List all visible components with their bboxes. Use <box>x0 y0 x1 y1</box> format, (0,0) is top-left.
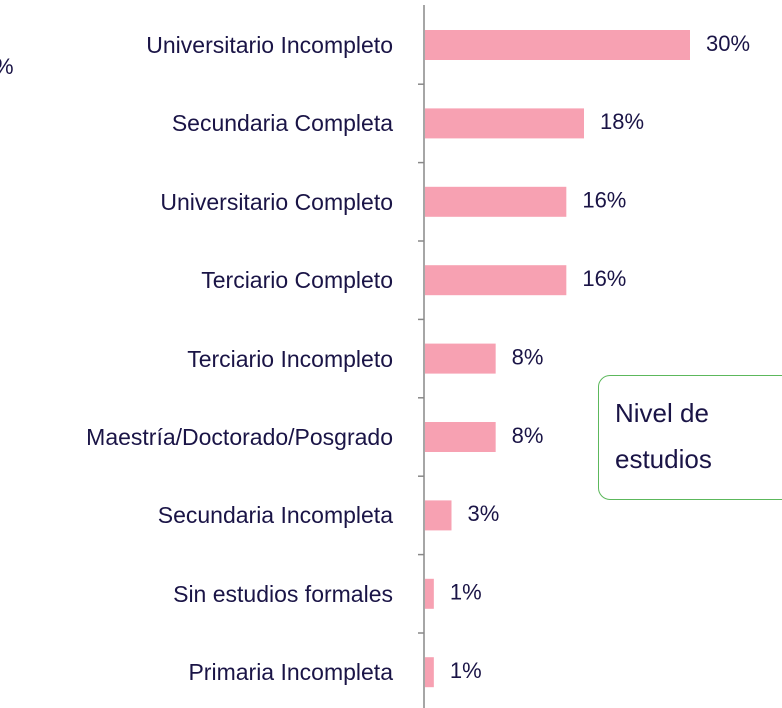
category-wrap: Secundaria Completa <box>18 106 393 140</box>
value-label: 8% <box>512 423 544 448</box>
category-label: Maestría/Doctorado/Posgrado <box>86 424 393 450</box>
annotation: Nivel de <box>615 398 709 428</box>
category-wrap: Secundaria Incompleta <box>18 498 393 532</box>
annotation-box: Nivel de estudios <box>598 375 782 500</box>
value-label: 3% <box>468 501 500 526</box>
bar <box>425 500 452 531</box>
category-wrap: Terciario Completo <box>18 263 393 297</box>
value-label: 1% <box>450 658 482 683</box>
category-wrap: Universitario Incompleto <box>18 28 393 62</box>
category-label: Universitario Incompleto <box>146 32 393 58</box>
bar <box>425 30 690 60</box>
category-wrap: Primaria Incompleta <box>18 655 393 689</box>
category-wrap: Maestría/Doctorado/Posgrado <box>18 420 393 454</box>
category-wrap: Sin estudios formales <box>18 577 393 611</box>
category-label: Sin estudios formales <box>173 580 393 607</box>
value-label: 8% <box>512 344 544 369</box>
bar <box>425 422 496 452</box>
bar <box>425 343 496 374</box>
category-label: Secundaria Completa <box>171 110 393 137</box>
value-label: 16% <box>582 266 626 291</box>
category-wrap: Universitario Completo <box>18 185 393 219</box>
category-wrap: Terciario Incompleto <box>18 342 393 376</box>
category-label: Secundaria Incompleta <box>157 502 393 529</box>
value-label: 30% <box>706 31 750 56</box>
category-label: Terciario Completo <box>201 267 393 294</box>
annotation: estudios <box>615 444 712 474</box>
annotation: % <box>0 54 14 80</box>
value-label: 1% <box>450 580 482 605</box>
bar <box>425 108 584 139</box>
category-label: Universitario Completo <box>160 188 393 215</box>
bar <box>425 186 567 217</box>
bar <box>425 265 567 296</box>
bar <box>425 657 434 688</box>
value-label: 16% <box>582 188 626 213</box>
category-label: Terciario Incompleto <box>187 345 393 372</box>
value-label: 18% <box>600 109 644 134</box>
category-label: Primaria Incompleta <box>188 659 393 686</box>
bar <box>425 578 434 609</box>
